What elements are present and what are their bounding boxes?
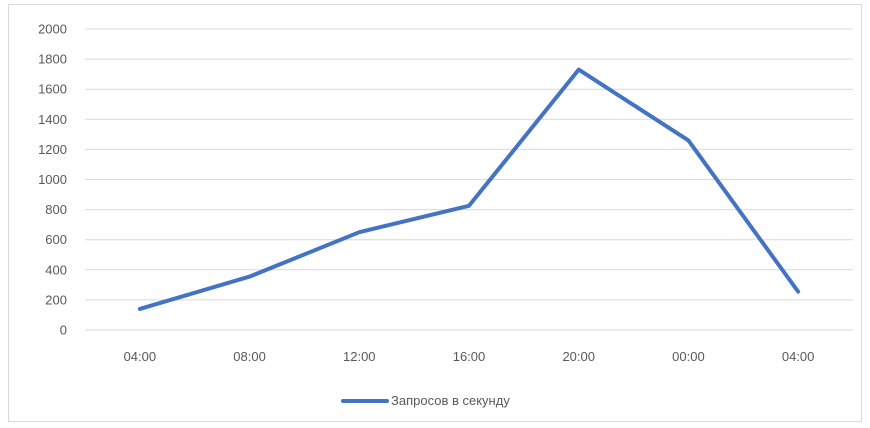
x-axis-tick-labels: 04:00 08:00 12:00 16:00 20:00 00:00 04:00: [124, 349, 815, 364]
y-tick-label: 200: [45, 292, 67, 307]
y-tick-label: 600: [45, 232, 67, 247]
y-tick-label: 1400: [38, 112, 67, 127]
x-tick-label: 12:00: [343, 349, 376, 364]
y-tick-label: 1600: [38, 82, 67, 97]
gridlines: [85, 29, 853, 330]
x-tick-label: 04:00: [782, 349, 815, 364]
legend: Запросов в секунду: [343, 393, 510, 408]
y-tick-label: 0: [60, 323, 67, 338]
y-axis-tick-labels: 0 200 400 600 800 1000 1200 1400 1600 1800 2000: [38, 22, 67, 338]
y-tick-label: 800: [45, 202, 67, 217]
x-tick-label: 08:00: [233, 349, 266, 364]
chart-frame: 0 200 400 600 800 1000 1200 1400 1600 1800 2000 04…: [8, 4, 862, 422]
legend-label: Запросов в секунду: [391, 393, 510, 408]
y-tick-label: 2000: [38, 22, 67, 37]
x-tick-label: 04:00: [124, 349, 157, 364]
y-tick-label: 1000: [38, 172, 67, 187]
x-tick-label: 16:00: [453, 349, 486, 364]
x-tick-label: 00:00: [672, 349, 705, 364]
y-tick-label: 400: [45, 262, 67, 277]
series-lines: [140, 70, 798, 309]
x-tick-label: 20:00: [562, 349, 595, 364]
y-tick-label: 1800: [38, 52, 67, 67]
series-line: [140, 70, 798, 309]
line-chart: 0 200 400 600 800 1000 1200 1400 1600 1800 2000 04…: [9, 5, 863, 423]
y-tick-label: 1200: [38, 142, 67, 157]
